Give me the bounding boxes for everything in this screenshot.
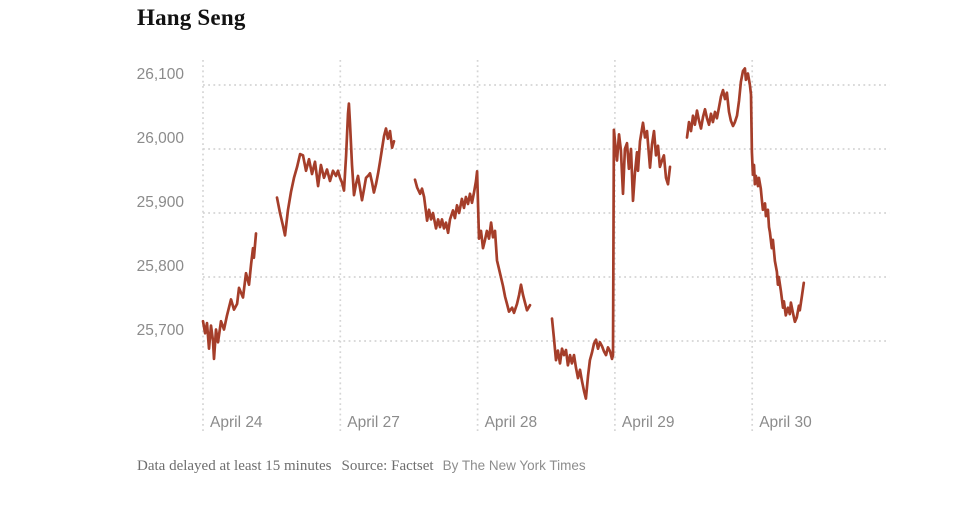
data-delay-note: Data delayed at least 15 minutes <box>137 458 332 474</box>
byline: By The New York Times <box>442 458 586 473</box>
chart-title: Hang Seng <box>137 5 246 30</box>
price-line-segment <box>201 232 258 361</box>
price-line-segment <box>275 102 396 237</box>
price-line-segment <box>550 121 672 400</box>
source-credit: Source: Factset <box>341 458 434 474</box>
chart-footer: Data delayed at least 15 minutes Source: … <box>137 458 586 475</box>
price-line-segment <box>413 170 532 315</box>
price-line-segment <box>685 67 806 324</box>
